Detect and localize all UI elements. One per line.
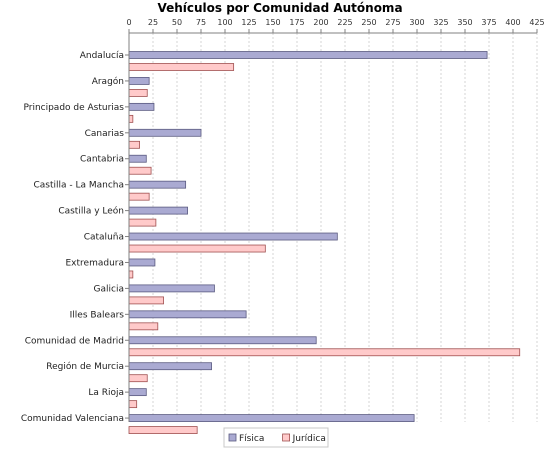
bar-fisica [128, 284, 215, 293]
bar-juridica [128, 270, 134, 279]
bar-fisica [128, 258, 156, 267]
x-tick-label: 275 [385, 18, 400, 27]
category-label: Comunidad de Madrid [25, 336, 124, 346]
bar-juridica [128, 244, 266, 253]
x-tick-label: 50 [172, 18, 182, 27]
category-label: Andalucía [80, 51, 124, 61]
bar-fisica [128, 414, 415, 422]
legend-swatch-fisica [228, 433, 237, 442]
bar-juridica [128, 192, 150, 201]
bar-juridica [128, 296, 164, 305]
category-label: Galicia [94, 284, 124, 294]
x-tick-label: 300 [409, 18, 424, 27]
x-tick-label: 350 [457, 18, 472, 27]
bar-juridica [128, 140, 140, 149]
bar-fisica [128, 102, 155, 111]
x-tick-label: 125 [241, 18, 256, 27]
grid-layer [129, 33, 538, 422]
bar-fisica [128, 336, 317, 345]
x-tick-label: 425 [529, 18, 544, 27]
category-label: Canarias [85, 129, 125, 139]
x-tick-label: 175 [289, 18, 304, 27]
bar-fisica [128, 232, 338, 241]
x-tick-label: 400 [505, 18, 520, 27]
x-tick-label: 200 [313, 18, 328, 27]
legend: Física Jurídica [223, 427, 329, 448]
bar-fisica [128, 206, 188, 215]
legend-swatch-juridica [282, 433, 291, 442]
bar-fisica [128, 154, 147, 163]
bar-juridica [128, 322, 159, 331]
bar-juridica [128, 63, 235, 71]
bar-fisica [128, 310, 247, 319]
legend-label-fisica: Física [239, 434, 264, 444]
plot-area [129, 33, 537, 422]
category-label: La Rioja [88, 388, 124, 398]
x-tick-label: 250 [361, 18, 376, 27]
category-label: Principado de Asturias [23, 103, 124, 113]
bar-layer [128, 51, 521, 434]
x-tick-label: 25 [148, 18, 158, 27]
bar-juridica [128, 348, 521, 357]
legend-label-juridica: Jurídica [292, 434, 326, 444]
bar-fisica [128, 362, 212, 371]
bar-juridica [128, 114, 134, 123]
category-label: Cantabria [80, 155, 124, 165]
x-tick-label: 150 [265, 18, 280, 27]
x-tick-label: 75 [196, 18, 206, 27]
axis-layer: 0 25 50 75 100 125 150 175 200 225 250 275 300 325 350… [21, 18, 545, 424]
legend-box [223, 427, 329, 448]
bar-fisica [128, 77, 150, 85]
bar-juridica [128, 374, 148, 383]
category-label: Extremadura [66, 258, 125, 268]
category-label: Castilla - La Mancha [33, 181, 124, 191]
category-label: Illes Balears [70, 310, 125, 320]
bar-fisica [128, 51, 488, 59]
bar-fisica [128, 388, 147, 397]
x-tick-label: 225 [337, 18, 352, 27]
x-tick-label: 0 [126, 18, 131, 27]
bar-juridica [128, 89, 148, 97]
chart-title: Vehículos por Comunidad Autónoma [157, 1, 402, 15]
category-label: Castilla y León [58, 206, 124, 217]
category-label: Región de Murcia [46, 361, 124, 372]
x-tick-label: 375 [481, 18, 496, 27]
bar-juridica [128, 426, 198, 434]
bar-fisica [128, 128, 202, 137]
x-tick-label: 100 [217, 18, 232, 27]
category-label: Comunidad Valenciana [21, 414, 124, 424]
bar-fisica [128, 180, 187, 189]
category-label: Cataluña [84, 233, 124, 243]
x-tick-label: 325 [433, 18, 448, 27]
bar-juridica [128, 218, 157, 227]
bar-juridica [128, 166, 152, 175]
category-label: Aragón [92, 76, 124, 87]
bar-juridica [128, 400, 138, 409]
